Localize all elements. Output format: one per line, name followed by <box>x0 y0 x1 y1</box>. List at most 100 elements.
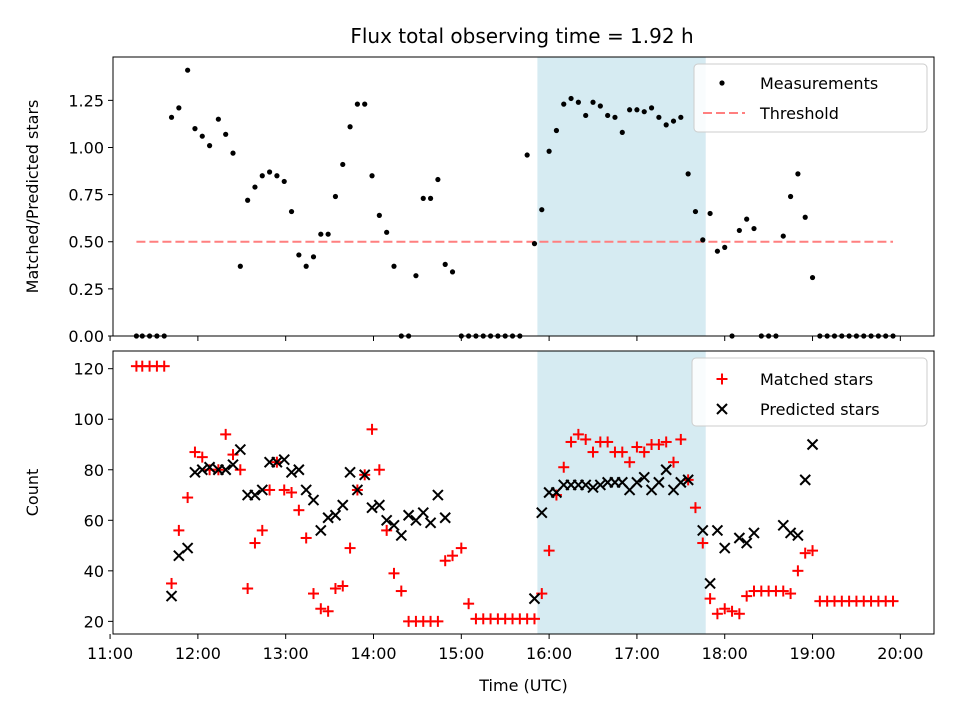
marker-stroke <box>716 403 728 415</box>
predicted-point <box>271 456 283 468</box>
matched-point <box>528 613 540 625</box>
matched-point <box>447 550 459 562</box>
matched-point <box>439 555 451 567</box>
predicted-point <box>165 590 178 602</box>
top-y-tick-label: 0.50 <box>68 233 104 252</box>
matched-point <box>463 598 475 610</box>
legend-predicted-marker <box>716 403 728 415</box>
legend-predicted-label: Predicted stars <box>760 400 880 419</box>
matched-point <box>388 567 400 579</box>
measurement-point <box>736 227 742 234</box>
marker-stroke <box>165 590 178 602</box>
measurement-point <box>744 216 750 222</box>
predicted-point <box>711 524 724 537</box>
x-tick-label: 20:00 <box>877 644 923 663</box>
predicted-point <box>792 529 804 542</box>
marker-stroke <box>704 577 716 590</box>
legend-cross <box>716 403 728 415</box>
bottom-y-tick-label: 80 <box>84 461 104 480</box>
predicted-point <box>373 499 386 511</box>
matched-point <box>777 585 789 597</box>
marker-stroke <box>594 479 607 491</box>
marker-stroke <box>181 542 194 554</box>
predicted-point <box>697 524 709 537</box>
marker-stroke <box>740 537 753 549</box>
predicted-point <box>432 489 444 501</box>
measurement-point <box>648 105 655 111</box>
predicted-point <box>196 464 208 476</box>
measurement-point <box>296 252 302 258</box>
x-tick-label: 11:00 <box>87 644 133 663</box>
x-axis-label: Time (UTC) <box>478 676 567 695</box>
predicted-point <box>329 509 342 521</box>
marker-stroke <box>631 476 643 489</box>
predicted-points <box>165 438 819 605</box>
measurement-point <box>420 195 426 201</box>
marker-stroke <box>587 481 599 494</box>
matched-point <box>395 585 407 597</box>
predicted-point <box>256 484 268 496</box>
matched-point <box>381 524 393 536</box>
measurement-point <box>310 254 317 260</box>
measurement-point <box>376 212 382 218</box>
measurement-point <box>192 126 198 132</box>
top-highlight-span <box>537 57 706 336</box>
matched-point <box>249 537 261 549</box>
marker-stroke <box>799 474 811 486</box>
measurement-point <box>707 210 713 217</box>
matched-point <box>293 504 305 516</box>
measurement-point <box>634 107 640 113</box>
marker-stroke <box>373 499 386 511</box>
measurement-point <box>176 105 182 111</box>
bottom-y-tick-label: 20 <box>84 612 104 631</box>
predicted-point <box>594 479 607 491</box>
matched-point <box>631 441 643 453</box>
predicted-point <box>359 469 371 481</box>
measurement-point <box>237 263 243 269</box>
predicted-point <box>675 476 687 489</box>
bottom-x-ticks: 11:00 12:00 13:00 14:00 15:00 16:00 17:00 18:00… <box>87 634 923 663</box>
predicted-point <box>293 464 305 476</box>
measurement-point <box>597 103 603 109</box>
matched-point <box>256 524 268 536</box>
marker-stroke <box>748 527 760 539</box>
x-tick-label: 15:00 <box>438 644 484 663</box>
marker-stroke <box>579 479 592 491</box>
predicted-point <box>189 466 201 478</box>
measurement-point <box>575 99 581 105</box>
measurement-point <box>435 176 441 183</box>
predicted-point <box>784 527 797 539</box>
measurement-point <box>700 237 706 243</box>
marker-stroke <box>395 529 408 542</box>
predicted-point <box>249 489 261 501</box>
measurement-point <box>281 178 287 185</box>
x-tick-label: 13:00 <box>263 644 309 663</box>
matched-point <box>565 436 577 448</box>
marker-stroke <box>234 443 247 456</box>
matched-point <box>455 542 467 554</box>
measurement-point <box>223 131 229 137</box>
marker-stroke <box>439 512 451 524</box>
measurement-point <box>787 193 794 200</box>
matched-point <box>543 545 555 557</box>
marker-stroke <box>278 453 290 466</box>
matched-point <box>726 605 738 617</box>
predicted-point <box>528 592 541 605</box>
predicted-point <box>219 464 232 476</box>
predicted-point <box>748 527 760 539</box>
matched-point <box>653 438 665 450</box>
predicted-point <box>307 494 320 506</box>
measurement-point <box>722 244 728 250</box>
matched-point <box>799 547 811 559</box>
measurement-point <box>627 107 633 113</box>
bottom-panel: 20 40 60 80 100 120 11:00 12:00 13:00 14:00 15:00… <box>23 350 935 695</box>
marker-stroke <box>256 484 268 496</box>
marker-stroke <box>227 458 239 471</box>
measurement-point <box>427 195 434 201</box>
marker-stroke <box>329 509 342 521</box>
predicted-point <box>682 474 694 486</box>
bottom-y-label: Count <box>23 469 42 517</box>
predicted-point <box>337 499 349 511</box>
bottom-highlight-span <box>537 351 706 634</box>
measurement-point <box>274 173 280 179</box>
